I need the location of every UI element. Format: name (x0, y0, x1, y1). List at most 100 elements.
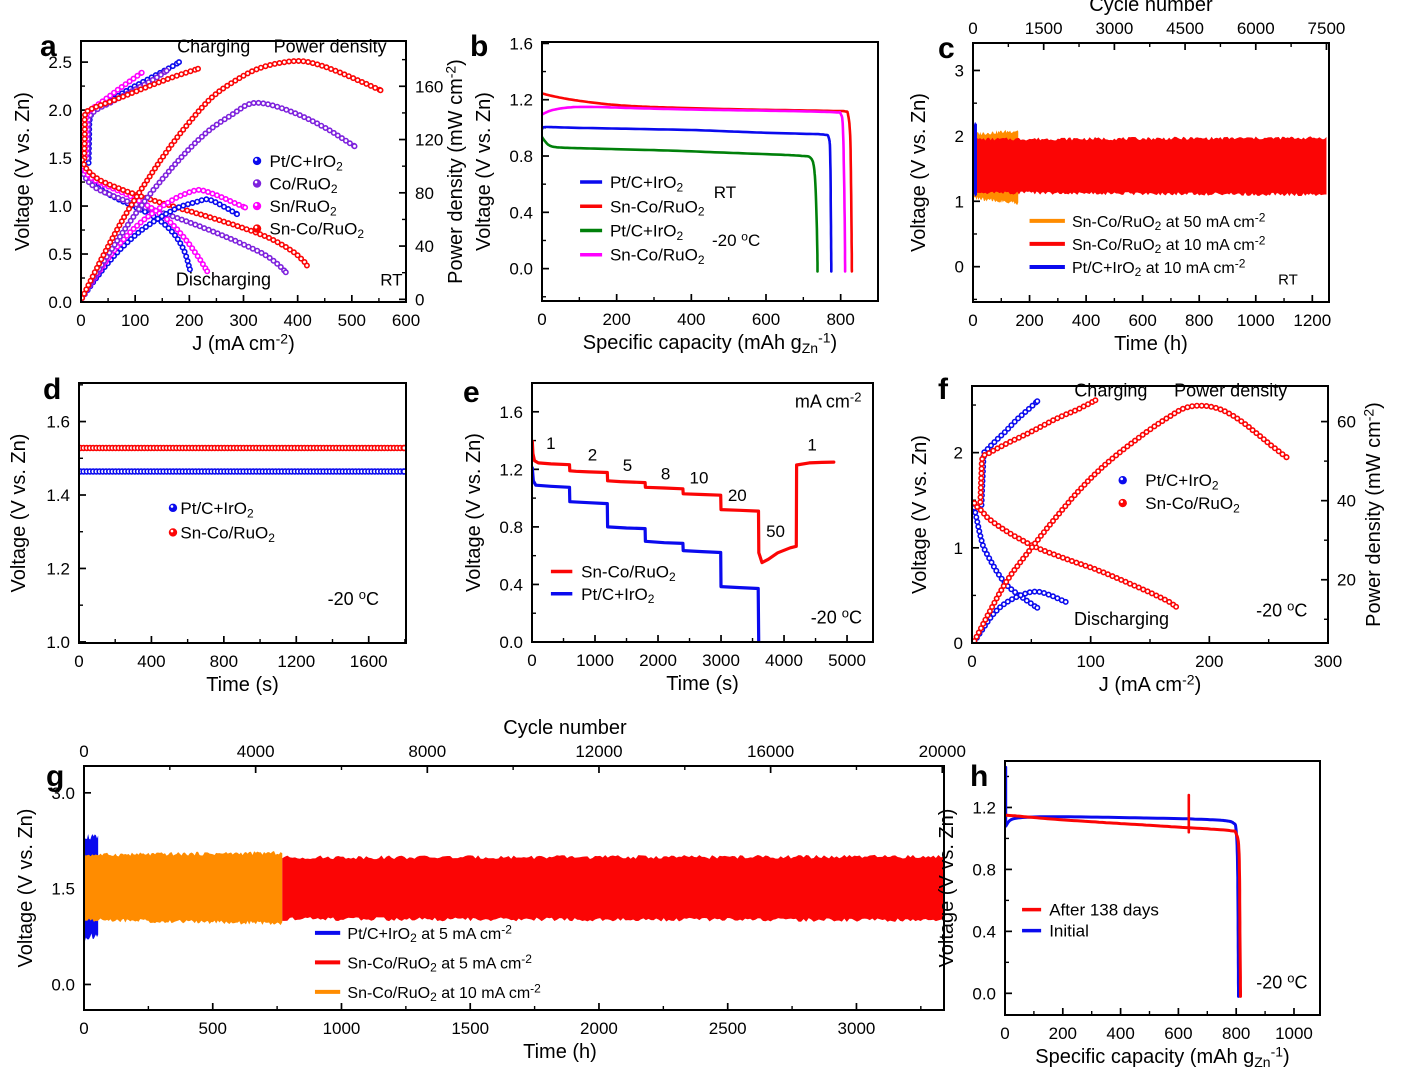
marker (136, 189, 143, 196)
marker (162, 149, 169, 156)
marker (1173, 603, 1180, 610)
marker (1005, 574, 1012, 581)
marker (172, 161, 179, 168)
marker (184, 207, 191, 214)
series-after-138-days (1005, 813, 1242, 998)
marker (1226, 410, 1233, 417)
marker (142, 224, 149, 231)
marker (81, 135, 88, 142)
marker (188, 208, 195, 215)
marker (998, 587, 1005, 594)
tick-label: 500 (338, 311, 366, 330)
marker (116, 233, 123, 240)
legend-label: Pt/C+IrO2 (610, 173, 684, 194)
marker (1040, 529, 1047, 536)
tick-label: 0.0 (509, 260, 533, 279)
marker (1189, 403, 1196, 410)
marker (217, 118, 224, 125)
marker (183, 237, 190, 244)
marker (242, 204, 249, 211)
marker (1184, 404, 1191, 411)
marker (164, 199, 171, 206)
marker (168, 164, 175, 171)
tick-label: 0.0 (499, 633, 523, 652)
legend-item-magenta: Sn/RuO2 (252, 197, 337, 218)
marker (1203, 402, 1210, 409)
marker (152, 165, 159, 172)
marker (105, 243, 112, 250)
series-sn-co-ruo2-charge (977, 397, 1099, 506)
tick-label: 100 (1076, 652, 1104, 671)
marker (286, 246, 293, 253)
marker (1253, 430, 1260, 437)
panel-a-letter: a (40, 30, 57, 63)
tick-label: 400 (677, 310, 705, 329)
plot-frame (531, 382, 874, 643)
marker (1008, 570, 1015, 577)
marker (983, 550, 990, 557)
marker (401, 444, 406, 452)
marker (139, 226, 146, 233)
marker (134, 222, 141, 229)
tick-label: 1.6 (46, 413, 70, 432)
marker (1166, 598, 1173, 605)
tick-label: 16000 (747, 742, 794, 761)
marker (1003, 528, 1010, 535)
marker (338, 135, 345, 142)
marker (976, 528, 983, 535)
marker (260, 100, 267, 107)
tick-label: 40 (415, 237, 434, 256)
marker (246, 101, 253, 108)
tick-label: 8000 (408, 742, 446, 761)
annotation-e-3: 8 (661, 464, 670, 483)
marker (987, 442, 994, 449)
marker (274, 103, 281, 110)
marker (1080, 403, 1087, 410)
panel-e-y-title: Voltage (V vs. Zn) (463, 433, 485, 592)
panel-f-letter: f (938, 373, 949, 406)
marker (294, 252, 301, 259)
marker (303, 262, 310, 269)
panel-f: f 0 100 200 300 J (mA cm-2) 0 1 2 Voltage (V vs. … (909, 373, 1385, 696)
marker (134, 72, 141, 79)
marker (346, 140, 353, 147)
marker (81, 126, 88, 133)
marker (977, 484, 984, 491)
tick-label: 1000 (1237, 311, 1275, 330)
tick-label: 200 (1015, 311, 1043, 330)
marker (195, 137, 202, 144)
tick-label: 400 (1072, 311, 1100, 330)
marker (157, 71, 164, 78)
tick-label: 0.4 (509, 203, 533, 222)
marker (1161, 596, 1168, 603)
marker (234, 211, 241, 218)
legend-dot-highlight (254, 225, 258, 229)
tick-label: 5000 (828, 651, 866, 670)
marker (1109, 455, 1116, 462)
marker (309, 118, 316, 125)
tick-label: 0 (967, 652, 976, 671)
tick-label: 3 (955, 61, 964, 80)
marker (1128, 440, 1135, 447)
panel-a-y-title: Voltage (V vs. Zn) (12, 92, 34, 251)
marker (326, 127, 333, 134)
marker (184, 257, 191, 264)
marker (203, 196, 210, 203)
marker (186, 119, 193, 126)
marker (198, 197, 205, 204)
tick-label: 1.0 (48, 197, 72, 216)
marker (254, 247, 261, 254)
marker (1171, 410, 1178, 417)
marker (85, 179, 92, 186)
marker (189, 245, 196, 252)
tick-label: 0 (968, 311, 977, 330)
marker (1007, 530, 1014, 537)
marker (176, 59, 183, 66)
marker (149, 210, 156, 217)
marker (257, 64, 264, 71)
marker (269, 102, 276, 109)
marker (1208, 403, 1215, 410)
marker (174, 226, 181, 233)
